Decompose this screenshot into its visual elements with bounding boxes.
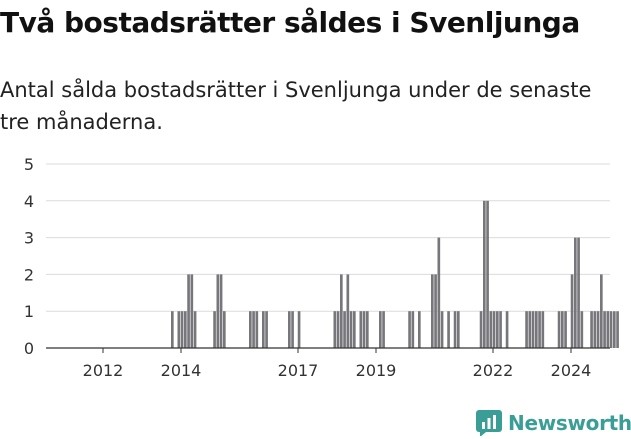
bar [336,311,340,348]
x-tick-label: 2024 [551,361,592,380]
bar [580,311,584,348]
x-tick-label: 2019 [356,361,397,380]
bar [557,311,561,348]
bar [577,237,580,348]
page-subtitle: Antal sålda bostadsrätter i Svenljunga u… [0,78,592,134]
bar [570,274,574,348]
bar [252,311,255,348]
bar [187,274,190,348]
bar [596,311,600,348]
bar [346,274,350,348]
bar [437,237,441,348]
bar [616,311,619,348]
y-tick-label: 0 [24,339,34,358]
bar [606,311,610,348]
bar [262,311,265,348]
bar [171,311,174,348]
bar [288,311,291,348]
bar [255,311,259,348]
bar [453,311,457,348]
bar [574,237,577,348]
bar [496,311,499,348]
bar [193,311,197,348]
bar [492,311,496,348]
bar [535,311,538,348]
bar [353,311,356,348]
x-tick-label: 2012 [83,361,124,380]
bar [349,311,353,348]
bar [180,311,184,348]
y-tick-label: 1 [24,302,34,321]
bar [408,311,411,348]
bar [411,311,415,348]
y-tick-label: 4 [24,192,34,211]
bar [486,200,489,348]
bar [538,311,541,348]
x-tick-label: 2014 [161,361,202,380]
x-tick-label: 2022 [473,361,514,380]
bar [216,274,220,348]
bar [291,311,294,348]
bar [564,311,567,348]
bar [434,274,437,348]
bar [603,311,606,348]
bar [184,311,187,348]
y-tick-label: 3 [24,229,34,248]
bar [525,311,528,348]
bar [366,311,369,348]
bar [541,311,545,348]
bar [431,274,434,348]
y-tick-label: 5 [24,155,34,174]
bar [531,311,535,348]
bar [609,311,613,348]
bar [343,311,346,348]
bar [600,274,603,348]
bar [190,274,194,348]
bar [362,311,366,348]
bar [223,311,226,348]
bar [479,311,483,348]
newsworthy-chart-icon [476,410,502,436]
x-tick-label: 2017 [278,361,319,380]
bar [177,311,181,348]
bar [333,311,337,348]
bar [213,311,216,348]
bar [265,311,268,348]
bar [382,311,385,348]
brand-logo: Newsworthy [476,408,631,438]
bar [613,311,616,348]
page-title: Två bostadsrätter såldes i Svenljunga [0,6,580,39]
bar [379,311,382,348]
y-tick-label: 2 [24,265,34,284]
bar [593,311,597,348]
bar [297,311,301,348]
bar [447,311,450,348]
bar [561,311,564,348]
bar [359,311,363,348]
bar [499,311,502,348]
bar [489,311,493,348]
bar [590,311,593,348]
bar [483,200,486,348]
bar [457,311,460,348]
bar [528,311,532,348]
bar [418,311,421,348]
bar [219,274,223,348]
bar [249,311,252,348]
bar [340,274,343,348]
bar [505,311,509,348]
bar [440,311,444,348]
brand-name: Newsworthy [508,411,631,435]
